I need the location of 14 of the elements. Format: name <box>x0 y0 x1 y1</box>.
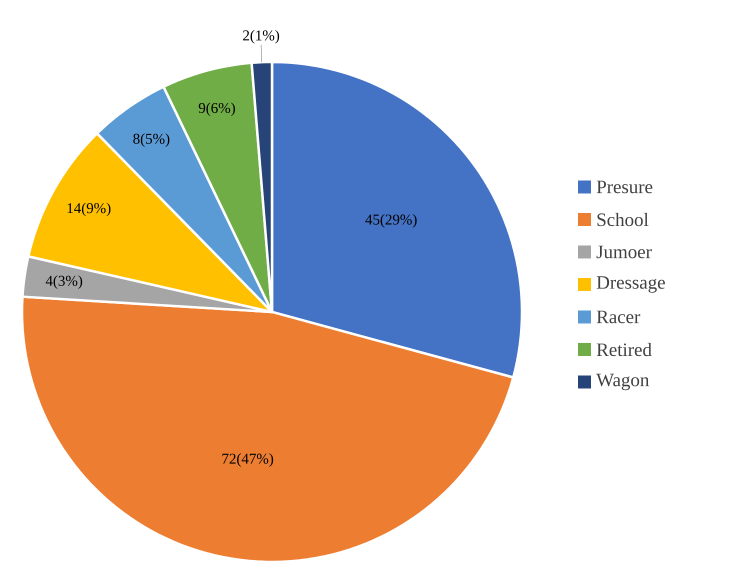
data-label: 72(47%) <box>222 453 274 467</box>
data-label: 2(1%) <box>243 30 280 44</box>
data-label: 14(9%) <box>68 202 110 216</box>
legend-label: Presure <box>596 180 652 194</box>
legend-label: Wagon <box>596 374 650 390</box>
legend-label: Retired <box>596 342 652 356</box>
legend-label: School <box>597 212 648 226</box>
data-label: 8(5%) <box>133 133 170 147</box>
data-label: 9(6%) <box>198 102 235 116</box>
data-label: 45(29%) <box>365 214 417 228</box>
legend-label: Dressage <box>596 276 665 293</box>
legend-label: Jumoer <box>596 246 652 258</box>
legend-label: Racer <box>596 310 640 324</box>
data-label: 4(3%) <box>46 275 82 289</box>
